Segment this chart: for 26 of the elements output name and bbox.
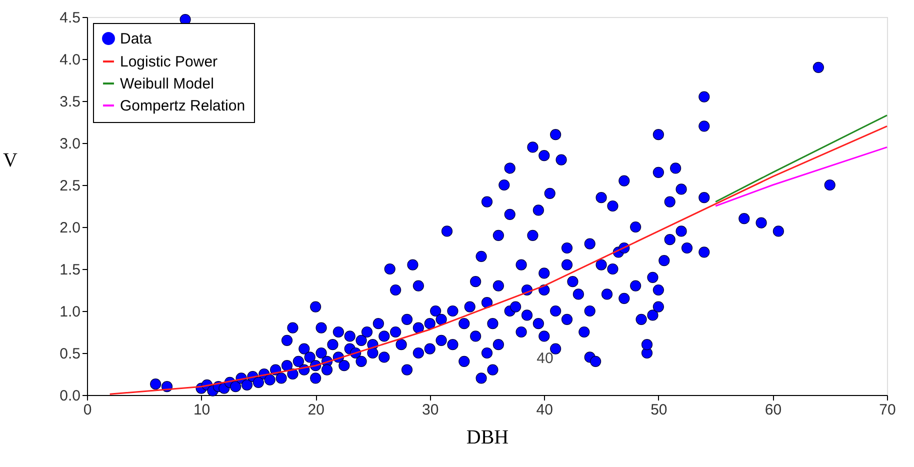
x-tick-label: 10: [193, 402, 210, 418]
legend-label: Data: [120, 30, 152, 48]
y-tick-label: 2.0: [60, 220, 80, 236]
x-tick-label: 40: [536, 402, 553, 418]
y-tick-label: 4.5: [60, 10, 80, 26]
y-tick-label: 1.5: [60, 262, 80, 278]
x-tick-label: 0: [83, 402, 92, 418]
x-tick-label: 60: [764, 402, 782, 418]
x-axis-title: DBH: [466, 426, 509, 448]
line-series: [109, 125, 888, 395]
y-axis-title: V: [3, 150, 18, 172]
y-tick-label: 3.0: [60, 136, 80, 152]
y-tick-label: 2.5: [60, 178, 80, 194]
legend-label: Gompertz Relation: [120, 98, 246, 114]
x-tick-label: 70: [879, 402, 896, 418]
annotation: 40: [536, 350, 554, 367]
x-tick-label: 20: [308, 402, 324, 418]
legend-label: Weibull Model: [120, 76, 214, 92]
legend-label: Logistic Power: [120, 54, 218, 70]
x-tick-label: 30: [422, 402, 439, 418]
y-tick-label: 4.0: [60, 52, 80, 68]
y-tick-label: 0.5: [60, 346, 80, 362]
y-tick-label: 0.0: [60, 388, 80, 404]
y-tick-label: 3.5: [60, 94, 80, 110]
y-tick-label: 1.0: [60, 304, 80, 320]
x-tick-label: 50: [650, 402, 668, 418]
